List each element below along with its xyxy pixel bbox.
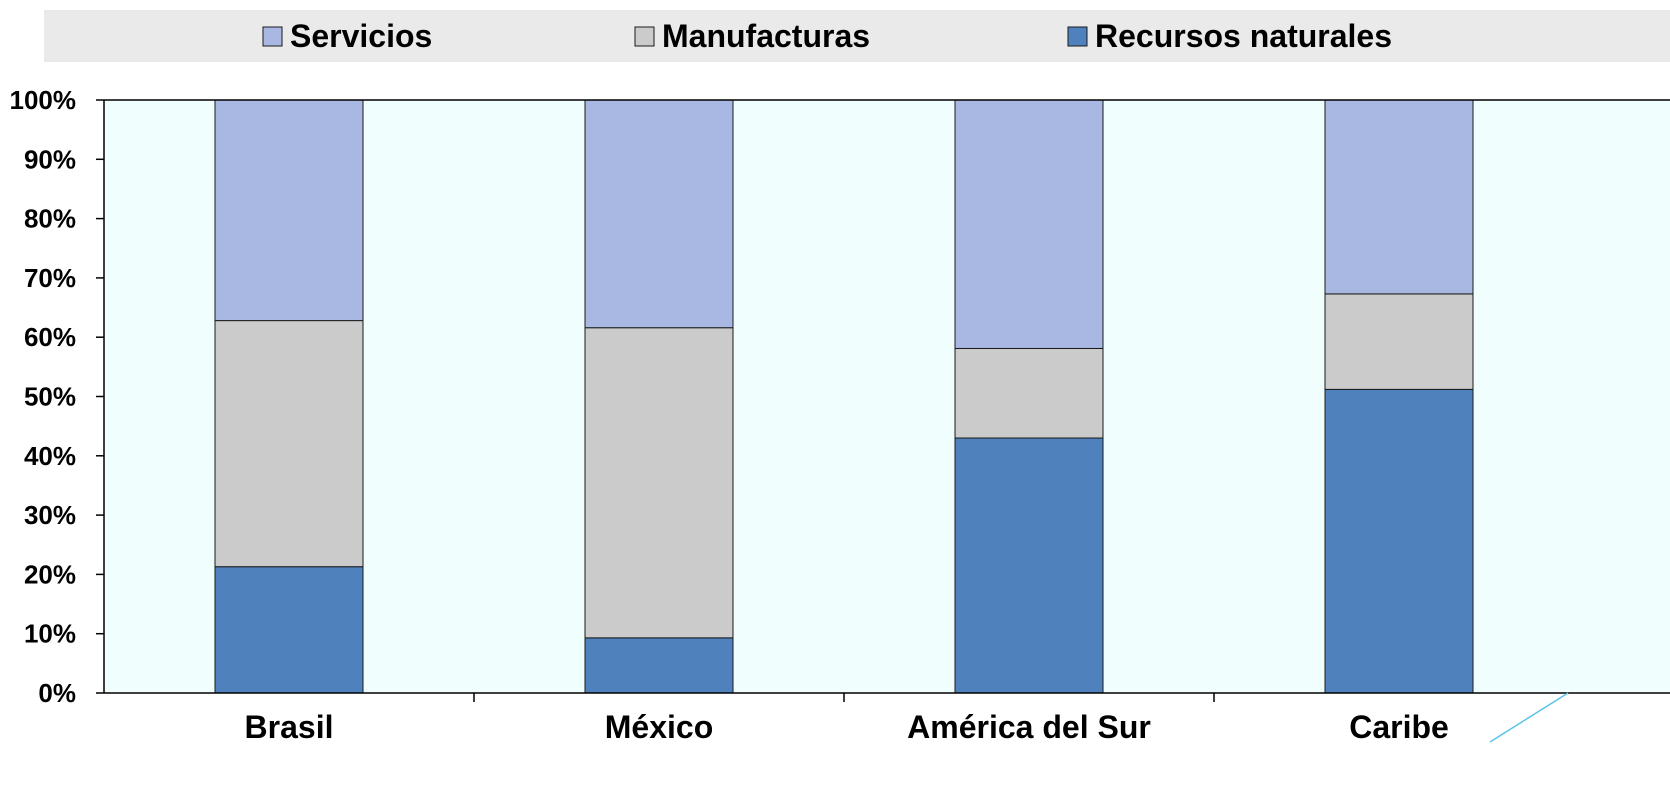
y-tick-label: 50% [24,382,76,412]
decorative-diagonal-line [1489,692,1569,743]
legend-label-recursos-naturales: Recursos naturales [1095,18,1392,54]
y-tick-label: 30% [24,500,76,530]
legend-swatch-manufacturas [634,26,655,47]
bar-manufacturas-1 [214,320,364,568]
y-tick-label: 20% [24,559,76,589]
bars [214,99,1474,694]
x-category-labels: Brasil México América del Sur Caribe [245,709,1449,745]
bar-servicios-2 [584,99,734,329]
y-tick-label: 60% [24,322,76,352]
y-tick-label: 0% [38,678,76,708]
y-tick-label: 10% [24,619,76,649]
category-label: Brasil [245,709,334,745]
category-label: México [605,709,713,745]
y-tick-label: 40% [24,441,76,471]
bar-manufacturas-4 [1324,293,1474,390]
bar-manufacturas-2 [584,327,734,639]
bar-recursos-naturales-4 [1324,388,1474,694]
legend-label-manufacturas: Manufacturas [662,18,870,54]
category-label: América del Sur [907,709,1151,745]
bar-servicios-3 [954,99,1104,349]
y-tick-label: 70% [24,263,76,293]
axes [96,99,1670,702]
category-label: Caribe [1349,709,1449,745]
y-tick-label: 90% [24,144,76,174]
bar-servicios-1 [214,99,364,322]
bar-servicios-4 [1324,99,1474,295]
legend-swatch-servicios [262,26,283,47]
legend-label-servicios: Servicios [290,18,432,54]
legend-swatch-recursos-naturales [1067,26,1088,47]
y-tick-label: 80% [24,204,76,234]
y-tick-labels: 0% 10% 20% 30% 40% 50% 60% 70% 80% 90% 100% [10,85,77,708]
bar-recursos-naturales-2 [584,637,734,694]
bar-recursos-naturales-1 [214,566,364,694]
y-tick-label: 100% [10,85,77,115]
legend-background [44,10,1670,62]
bar-recursos-naturales-3 [954,437,1104,694]
bar-manufacturas-3 [954,347,1104,439]
legend: Servicios Manufacturas Recursos naturales [262,18,1392,54]
